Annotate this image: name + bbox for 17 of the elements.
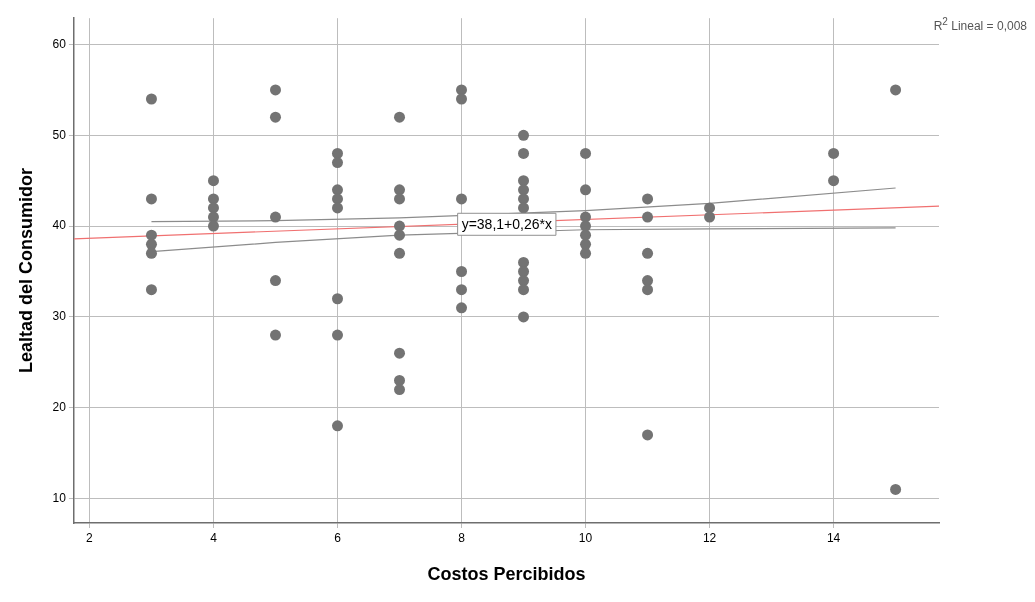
y-tick-label: 30 [52,309,67,324]
y-tick-label: 40 [52,218,67,233]
x-tick-label: 6 [334,530,342,545]
x-axis-title: Costos Percibidos [427,564,586,585]
y-tick-label: 60 [52,36,67,51]
x-tick-label: 8 [458,530,466,545]
annotation: R$^{2}$ Lineal = 0,008 [933,16,1027,33]
y-axis-title: Lealtad del Consumidor [15,168,36,374]
y-tick-label: 20 [52,400,67,415]
x-tick-label: 10 [578,530,593,545]
x-tick-label: 12 [702,530,717,545]
y-tick-label: 50 [52,127,67,142]
y-tick-label: 10 [52,490,67,505]
x-tick-label: 2 [86,530,94,545]
x-tick-label: 4 [210,530,218,545]
x-tick-label: 14 [826,530,841,545]
annotation: y=38,1+0,26*x [461,216,552,233]
